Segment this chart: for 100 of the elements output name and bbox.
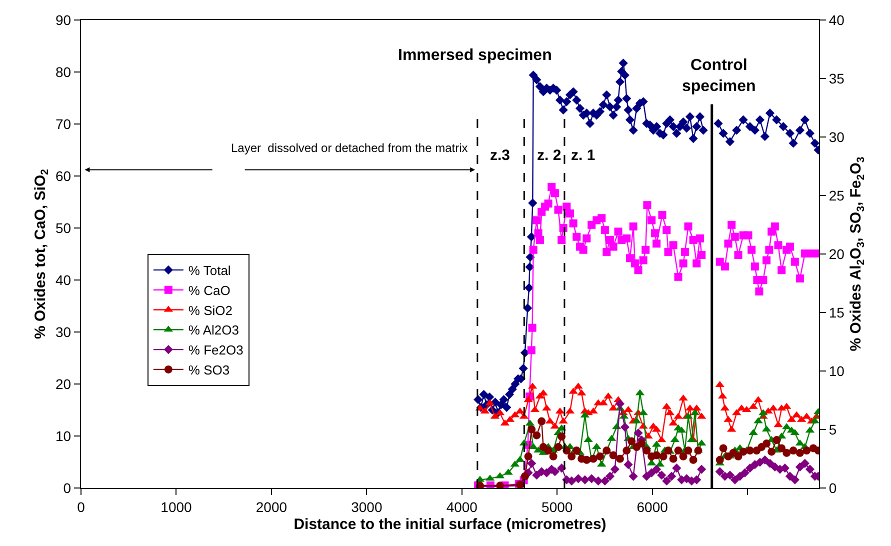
point — [659, 452, 668, 460]
y-tick-label: 50 — [56, 220, 72, 236]
point — [789, 446, 798, 455]
y2-tick-label: 20 — [828, 246, 845, 262]
point — [796, 448, 804, 457]
y-tick-label: 10 — [56, 428, 72, 444]
point — [580, 475, 590, 484]
annotation: Layer dissolved or detached from the matrix — [231, 141, 468, 155]
legend-label: % SiO2 — [188, 302, 232, 318]
point — [628, 472, 638, 481]
point — [716, 456, 724, 464]
point — [558, 432, 566, 441]
point — [746, 446, 754, 455]
y-tick-label: 90 — [56, 12, 72, 28]
point — [638, 440, 646, 448]
x-tick-label: 3000 — [351, 498, 382, 515]
x-axis-title: Distance to the initial surface (micrometres) — [294, 516, 606, 533]
point — [689, 456, 698, 464]
legend-label: % Fe2O3 — [188, 342, 244, 358]
point — [528, 426, 536, 434]
point — [622, 446, 631, 455]
point — [725, 470, 735, 480]
point — [596, 452, 604, 460]
point — [572, 446, 581, 455]
y-tick-label: 30 — [56, 324, 72, 340]
point — [740, 468, 750, 478]
point — [616, 454, 624, 463]
y-tick-label: 60 — [56, 168, 72, 184]
legend-label: % Total — [188, 263, 231, 278]
point — [574, 474, 583, 484]
point — [795, 462, 804, 472]
point — [760, 455, 770, 464]
y2-tick-label: 10 — [828, 362, 845, 379]
point — [568, 452, 576, 460]
point — [642, 472, 652, 481]
point — [768, 448, 776, 456]
point — [605, 472, 615, 481]
point — [790, 475, 800, 484]
point — [532, 470, 542, 480]
point — [496, 482, 504, 488]
annotation: z. 2 — [537, 147, 562, 164]
x-tick-label: 1000 — [160, 498, 192, 515]
point — [762, 440, 771, 448]
point — [662, 476, 672, 486]
point — [624, 460, 633, 470]
point — [800, 458, 810, 468]
point — [600, 476, 610, 486]
point — [620, 422, 630, 432]
y2-tick-label: 0 — [828, 480, 837, 496]
annotation: Immersed specimen — [398, 47, 552, 64]
point — [802, 446, 811, 455]
point — [765, 458, 775, 468]
y2-tick-label: 35 — [828, 70, 845, 86]
legend-label: % CaO — [188, 282, 230, 298]
legend-label: % Al2O3 — [188, 322, 240, 338]
point — [587, 474, 596, 484]
point — [582, 456, 591, 464]
point — [667, 472, 676, 481]
point — [782, 448, 791, 457]
point — [527, 458, 536, 468]
point — [679, 452, 688, 460]
y2-tick-label: 15 — [828, 304, 845, 320]
y-tick-label: 0 — [63, 480, 72, 496]
point — [610, 464, 620, 474]
annotation: Control specimen — [682, 57, 756, 95]
point — [549, 452, 558, 460]
point — [609, 451, 618, 460]
x-tick-label: 4000 — [446, 498, 478, 515]
point — [805, 464, 814, 474]
point — [594, 476, 603, 486]
y-tick-label: 20 — [56, 376, 72, 392]
y2-tick-label: 30 — [828, 128, 845, 145]
point — [684, 446, 692, 455]
x-tick-label: 5000 — [542, 498, 573, 515]
point — [642, 446, 651, 455]
y2-tick-label: 40 — [828, 12, 845, 28]
y-tick-label: 40 — [56, 272, 72, 288]
point — [715, 467, 724, 476]
point — [745, 464, 755, 473]
x-tick-label: 0 — [77, 498, 86, 515]
point — [628, 437, 636, 446]
point — [634, 428, 643, 438]
point — [739, 448, 748, 456]
legend-label: % SO3 — [188, 362, 230, 378]
point — [778, 444, 786, 452]
point — [554, 443, 562, 452]
annotation: z.3 — [490, 147, 510, 164]
point — [647, 468, 656, 478]
point — [538, 417, 546, 426]
x-tick-label: 6000 — [636, 498, 668, 515]
point — [785, 472, 795, 481]
point — [730, 475, 740, 484]
point — [664, 446, 672, 455]
point — [652, 451, 661, 460]
point — [697, 464, 706, 474]
point — [589, 454, 598, 463]
point — [615, 399, 625, 408]
point — [532, 431, 541, 440]
point — [544, 446, 552, 455]
point — [735, 472, 745, 481]
